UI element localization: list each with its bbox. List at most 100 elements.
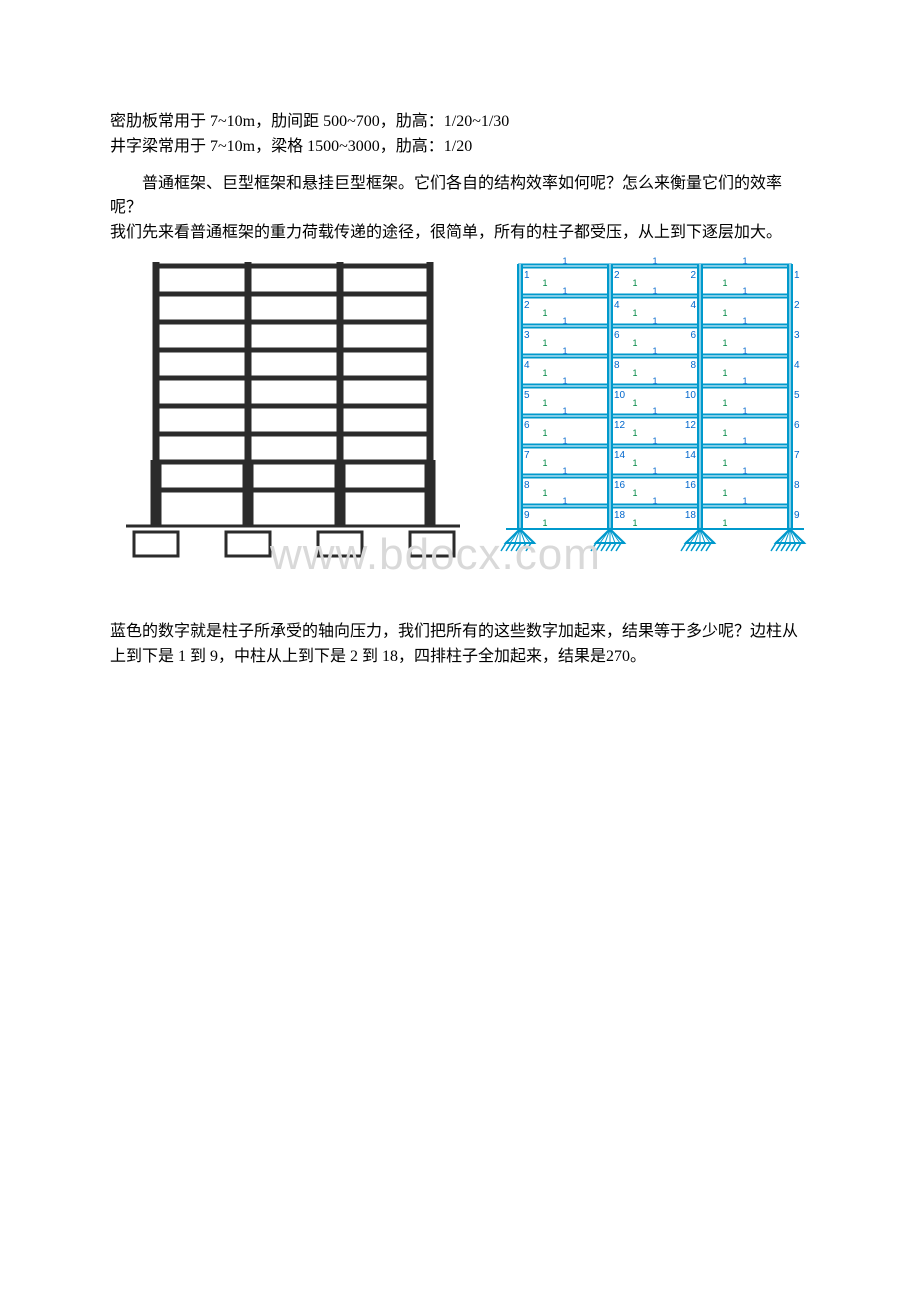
svg-text:6: 6 — [524, 420, 530, 431]
svg-text:1: 1 — [632, 368, 637, 378]
svg-text:1: 1 — [742, 496, 747, 506]
frame-right-svg: 1122111111224411111133661111114488111111… — [500, 254, 810, 570]
document-page: 密肋板常用于 7~10m，肋间距 500~700，肋高：1/20~1/30 井字… — [0, 0, 920, 730]
svg-text:14: 14 — [614, 450, 626, 461]
svg-text:1: 1 — [542, 398, 547, 408]
svg-text:1: 1 — [632, 428, 637, 438]
svg-text:2: 2 — [524, 300, 530, 311]
svg-text:1: 1 — [722, 488, 727, 498]
svg-text:1: 1 — [542, 488, 547, 498]
svg-text:1: 1 — [722, 398, 727, 408]
svg-text:1: 1 — [742, 286, 747, 296]
svg-text:1: 1 — [542, 428, 547, 438]
svg-text:1: 1 — [632, 518, 637, 528]
svg-text:1: 1 — [742, 256, 747, 266]
svg-text:1: 1 — [632, 308, 637, 318]
svg-text:1: 1 — [562, 346, 567, 356]
svg-text:1: 1 — [652, 376, 657, 386]
svg-text:1: 1 — [722, 458, 727, 468]
svg-text:1: 1 — [742, 466, 747, 476]
svg-text:1: 1 — [542, 338, 547, 348]
paragraph-1: 普通框架、巨型框架和悬挂巨型框架。它们各自的结构效率如何呢？怎么来衡量它们的效率… — [110, 172, 810, 222]
svg-text:2: 2 — [794, 300, 800, 311]
svg-text:7: 7 — [794, 450, 800, 461]
svg-text:8: 8 — [524, 480, 530, 491]
svg-text:18: 18 — [614, 510, 626, 521]
svg-text:1: 1 — [632, 488, 637, 498]
svg-text:1: 1 — [722, 368, 727, 378]
svg-text:1: 1 — [652, 316, 657, 326]
frame-left-svg — [110, 254, 470, 570]
svg-text:7: 7 — [524, 450, 530, 461]
svg-text:5: 5 — [524, 390, 530, 401]
paragraph-2: 我们先来看普通框架的重力荷载传递的途径，很简单，所有的柱子都受压，从上到下逐层加… — [110, 221, 810, 246]
svg-text:1: 1 — [542, 518, 547, 528]
svg-text:1: 1 — [632, 458, 637, 468]
svg-text:9: 9 — [794, 510, 800, 521]
svg-text:9: 9 — [524, 510, 530, 521]
svg-text:4: 4 — [614, 300, 620, 311]
svg-text:1: 1 — [542, 458, 547, 468]
svg-text:1: 1 — [542, 278, 547, 288]
svg-text:10: 10 — [685, 390, 697, 401]
svg-text:8: 8 — [690, 360, 696, 371]
svg-text:10: 10 — [614, 390, 626, 401]
svg-text:1: 1 — [542, 368, 547, 378]
svg-text:1: 1 — [794, 270, 800, 281]
svg-text:1: 1 — [652, 466, 657, 476]
svg-text:1: 1 — [722, 518, 727, 528]
svg-text:3: 3 — [794, 330, 800, 341]
svg-text:1: 1 — [562, 496, 567, 506]
svg-text:1: 1 — [524, 270, 530, 281]
svg-text:1: 1 — [652, 346, 657, 356]
svg-text:1: 1 — [652, 406, 657, 416]
svg-text:16: 16 — [685, 480, 697, 491]
svg-text:1: 1 — [562, 406, 567, 416]
svg-text:8: 8 — [614, 360, 620, 371]
svg-text:1: 1 — [542, 308, 547, 318]
svg-text:6: 6 — [794, 420, 800, 431]
svg-text:2: 2 — [690, 270, 696, 281]
svg-text:1: 1 — [652, 256, 657, 266]
svg-text:18: 18 — [685, 510, 697, 521]
svg-text:1: 1 — [742, 436, 747, 446]
svg-text:5: 5 — [794, 390, 800, 401]
svg-text:1: 1 — [742, 316, 747, 326]
svg-text:1: 1 — [722, 278, 727, 288]
paragraph-3: 蓝色的数字就是柱子所承受的轴向压力，我们把所有的这些数字加起来，结果等于多少呢？… — [110, 620, 810, 670]
svg-text:1: 1 — [562, 376, 567, 386]
svg-text:14: 14 — [685, 450, 697, 461]
svg-text:12: 12 — [614, 420, 626, 431]
svg-text:4: 4 — [690, 300, 696, 311]
svg-text:8: 8 — [794, 480, 800, 491]
svg-text:1: 1 — [652, 286, 657, 296]
svg-text:1: 1 — [562, 256, 567, 266]
svg-text:1: 1 — [742, 346, 747, 356]
svg-text:1: 1 — [742, 376, 747, 386]
svg-text:1: 1 — [562, 286, 567, 296]
svg-text:16: 16 — [614, 480, 626, 491]
svg-text:1: 1 — [632, 338, 637, 348]
diagrams-row: 1122111111224411111133661111114488111111… — [110, 254, 810, 570]
svg-text:12: 12 — [685, 420, 697, 431]
svg-text:1: 1 — [722, 308, 727, 318]
text-line-2: 井字梁常用于 7~10m，梁格 1500~3000，肋高：1/20 — [110, 135, 810, 160]
svg-text:1: 1 — [632, 398, 637, 408]
svg-text:1: 1 — [632, 278, 637, 288]
svg-text:1: 1 — [742, 406, 747, 416]
frame-diagram-right: 1122111111224411111133661111114488111111… — [500, 254, 810, 570]
svg-text:6: 6 — [614, 330, 620, 341]
svg-text:4: 4 — [524, 360, 530, 371]
svg-text:3: 3 — [524, 330, 530, 341]
svg-text:1: 1 — [652, 436, 657, 446]
text-line-1: 密肋板常用于 7~10m，肋间距 500~700，肋高：1/20~1/30 — [110, 110, 810, 135]
svg-text:6: 6 — [690, 330, 696, 341]
svg-text:1: 1 — [722, 428, 727, 438]
svg-text:4: 4 — [794, 360, 800, 371]
svg-text:2: 2 — [614, 270, 620, 281]
frame-diagram-left — [110, 254, 470, 570]
svg-text:1: 1 — [562, 316, 567, 326]
svg-text:1: 1 — [652, 496, 657, 506]
svg-text:1: 1 — [722, 338, 727, 348]
svg-text:1: 1 — [562, 466, 567, 476]
